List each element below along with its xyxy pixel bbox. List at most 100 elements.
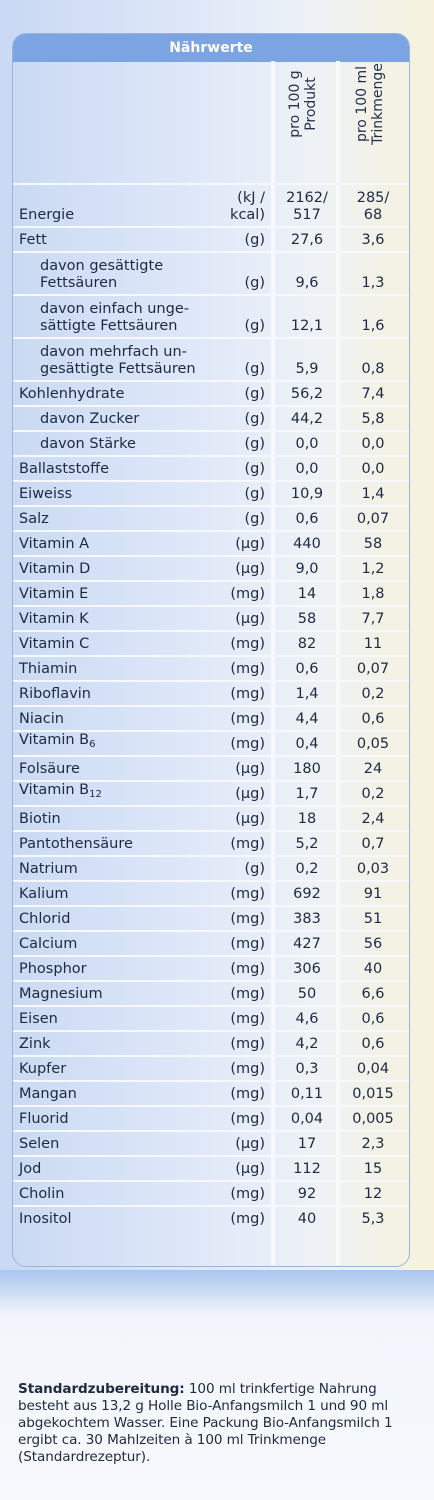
nutrient-row: davon mehrfach un- gesättigte Fettsäuren… [13,337,409,380]
nutrient-row: Vitamin E (mg) 14 1,8 [13,580,409,605]
value-per-100ml: 0,2 [361,786,385,802]
nutrient-row: Eiweiss (g) 10,9 1,4 [13,480,409,505]
value-per-100ml: 0,6 [361,1011,385,1027]
nutrient-row: Thiamin (mg) 0,6 0,07 [13,655,409,680]
nutrient-row: Chlorid (mg) 383 51 [13,905,409,930]
nutrient-row: Inositol (mg) 40 5,3 [13,1205,409,1230]
value-per-100g: 1,7 [295,786,319,802]
nutrient-unit: (mg) [230,1061,265,1077]
value-per-100ml: 56 [363,936,383,952]
nutrient-unit: (g) [244,861,265,877]
column-header-per-100ml: pro 100 ml Trinkmenge [340,30,400,178]
nutrient-label: Thiamin [19,661,78,677]
nutrient-unit: (mg) [230,1086,265,1102]
value-per-100ml: 15 [363,1161,383,1177]
nutrient-unit: (kJ / kcal) [230,190,265,223]
nutrient-label-subscript: 12 [89,789,102,800]
value-per-100g: 306 [293,961,321,977]
nutrient-label: Vitamin B6 [19,732,96,750]
nutrient-row: Cholin (mg) 92 12 [13,1180,409,1205]
nutrient-unit: (mg) [230,1211,265,1227]
nutrient-row: Fett (g) 27,6 3,6 [13,226,409,251]
nutrient-label: Chlorid [19,911,71,927]
nutrient-unit: (mg) [230,961,265,977]
value-per-100g: 692 [293,886,321,902]
nutrient-label: Vitamin C [19,636,90,652]
nutrient-label: Calcium [19,936,78,952]
nutrient-label: Kalium [19,886,69,902]
value-per-100g: 0,4 [295,736,319,752]
nutrient-unit: (mg) [230,1011,265,1027]
value-per-100ml: 5,3 [361,1211,385,1227]
value-per-100ml: 7,7 [361,611,385,627]
nutrient-unit: (mg) [230,886,265,902]
value-per-100g: 1,4 [295,686,319,702]
nutrient-unit: (µg) [235,786,265,802]
nutrient-row: Calcium (mg) 427 56 [13,930,409,955]
value-per-100g: 58 [297,611,317,627]
value-per-100ml: 0,0 [361,436,385,452]
value-per-100ml: 0,005 [352,1111,394,1127]
nutrient-label: Natrium [19,861,78,877]
value-per-100g: 383 [293,911,321,927]
nutrient-label: Vitamin A [19,536,90,552]
nutrient-label: Vitamin K [19,611,89,627]
nutrient-label: Ballaststoffe [19,461,110,477]
nutrient-label: Magnesium [19,986,103,1002]
value-per-100g: 14 [297,586,317,602]
nutrient-row: Pantothensäure (mg) 5,2 0,7 [13,830,409,855]
value-per-100g: 0,04 [290,1111,324,1127]
nutrient-unit: (mg) [230,661,265,677]
nutrient-row: Kalium (mg) 692 91 [13,880,409,905]
nutrient-row: Fluorid (mg) 0,04 0,005 [13,1105,409,1130]
nutrient-unit: (µg) [235,761,265,777]
value-per-100ml: 91 [363,886,383,902]
nutrient-label: Mangan [19,1086,77,1102]
value-per-100g: 17 [297,1136,317,1152]
nutrient-label: Zink [19,1036,51,1052]
nutrient-row: Kupfer (mg) 0,3 0,04 [13,1055,409,1080]
nutrient-unit: (mg) [230,736,265,752]
nutrient-label: Kohlenhydrate [19,386,125,402]
value-per-100ml: 1,8 [361,586,385,602]
nutrient-unit: (mg) [230,836,265,852]
nutrient-row: Vitamin K (µg) 58 7,7 [13,605,409,630]
value-per-100g: 4,4 [295,711,319,727]
column-divider [336,61,340,1265]
nutrient-label: Biotin [19,811,61,827]
nutrient-label: Selen [19,1136,60,1152]
nutrient-row: Salz (g) 0,6 0,07 [13,505,409,530]
nutrient-label: Eiweiss [19,486,73,502]
nutrient-unit: (mg) [230,686,265,702]
nutrient-unit: (g) [244,486,265,502]
nutrient-row: Vitamin C (mg) 82 11 [13,630,409,655]
value-per-100ml: 0,6 [361,1036,385,1052]
value-per-100ml: 12 [363,1186,383,1202]
nutrient-row: davon einfach unge- sättigte Fettsäuren (… [13,294,409,337]
nutrient-row: davon gesättigte Fettsäuren (g) 9,6 1,3 [13,251,409,294]
nutrient-row: Niacin (mg) 4,4 0,6 [13,705,409,730]
value-per-100ml: 0,03 [356,861,390,877]
nutrient-unit: (µg) [235,1161,265,1177]
nutrient-unit: (mg) [230,986,265,1002]
value-per-100g: 0,6 [295,511,319,527]
nutrient-label: davon Stärke [40,436,136,452]
value-per-100g: 56,2 [290,386,324,402]
nutrient-label: Eisen [19,1011,58,1027]
nutrient-label: Riboflavin [19,686,91,702]
value-per-100ml: 5,8 [361,411,385,427]
nutrient-label: davon gesättigte Fettsäuren [40,258,164,291]
nutrient-row: Kohlenhydrate (g) 56,2 7,4 [13,380,409,405]
nutrient-unit: (mg) [230,1111,265,1127]
value-per-100g: 0,0 [295,461,319,477]
nutrient-row: davon Zucker (g) 44,2 5,8 [13,405,409,430]
preparation-note: Standardzubereitung: 100 ml trinkfertige… [18,1381,423,1466]
value-per-100g: 18 [297,811,317,827]
nutrient-label: davon mehrfach un- gesättigte Fettsäuren [40,344,196,377]
value-per-100g: 5,2 [295,836,319,852]
nutrient-row: Ballaststoffe (g) 0,0 0,0 [13,455,409,480]
preparation-note-heading: Standardzubereitung: [18,1381,185,1397]
value-per-100g: 5,9 [295,361,319,377]
column-divider [271,61,275,1265]
nutrient-row: Magnesium (mg) 50 6,6 [13,980,409,1005]
